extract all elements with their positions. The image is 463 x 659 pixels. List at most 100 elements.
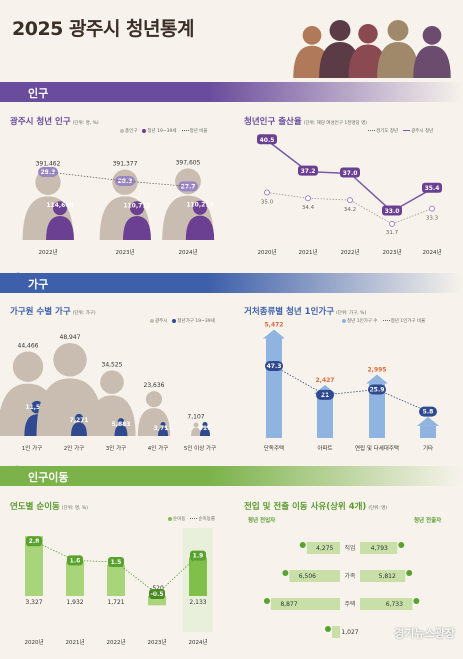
reason-in-runner-icon xyxy=(263,598,270,604)
birth-gyeonggi-point xyxy=(305,195,311,202)
chart5-legend: 순이동 순이동률 xyxy=(168,516,215,522)
hh-total-label: 23,636 xyxy=(144,382,165,389)
migration-bar xyxy=(107,565,125,596)
hh-total-label: 7,107 xyxy=(187,413,204,420)
pop-youth-label: 114,663 xyxy=(46,202,73,209)
house-count-label: 5,472 xyxy=(265,322,284,329)
reason-out-runner-icon xyxy=(398,542,405,548)
hh-youth-figure-head xyxy=(202,422,208,428)
hh-youth-figure xyxy=(199,422,211,436)
header-person-3-head xyxy=(358,24,378,44)
house-ratio-label: 25.9 xyxy=(370,387,385,394)
pop-youth-figure xyxy=(123,201,151,240)
hh-youth-label: 11,563 xyxy=(25,404,48,411)
reason-out-label: 6,733 xyxy=(386,601,403,608)
section-bar-population xyxy=(0,82,463,102)
house-ratio-pill xyxy=(316,389,334,400)
hh-total-figure-head xyxy=(53,343,87,377)
reason-in-label: 8,877 xyxy=(280,601,297,608)
migration-bar xyxy=(189,557,207,596)
pop-ratio-pill xyxy=(178,181,198,192)
header-person-4-body xyxy=(377,42,419,78)
hh-total-label: 44,466 xyxy=(18,343,39,350)
pop-youth-figure xyxy=(185,200,215,240)
birth-gyeonggi-label: 34.2 xyxy=(344,207,356,213)
chart1-title: 광주시 청년 인구 (단위: 명, %) xyxy=(10,117,99,127)
pop-youth-figure xyxy=(46,201,74,240)
header-person-5 xyxy=(413,26,451,78)
chart6-col-left: 청년 전입자 xyxy=(248,518,276,524)
reason-in-label: 6,506 xyxy=(299,573,316,580)
hh-youth-figure xyxy=(157,422,169,436)
migration-rate-label: 1.9 xyxy=(193,553,204,560)
reason-category-label: 직업 xyxy=(344,544,355,552)
hh-youth-label: 911 xyxy=(199,425,212,432)
house-ratio-pill xyxy=(368,384,386,395)
hh-total-figure xyxy=(36,343,104,436)
pop-year-label: 2024년 xyxy=(178,248,197,256)
hh-youth-figure-body xyxy=(71,422,87,436)
pop-youth-label: 110,219 xyxy=(186,202,213,209)
birth-gyeonggi-label: 34.4 xyxy=(302,205,315,211)
birth-year-label: 2023년 xyxy=(382,248,401,256)
migration-rate-label: 1.5 xyxy=(111,559,122,566)
hh-youth-figure xyxy=(114,418,128,436)
house-category-label: 단독주택 xyxy=(264,444,284,452)
chart5-title: 연도별 순이동 (단위: 명, %) xyxy=(10,502,88,512)
hh-youth-figure-head xyxy=(117,418,125,425)
chart6-col-right: 청년 전출자 xyxy=(414,518,442,524)
migration-year-label: 2021년 xyxy=(65,638,84,646)
hh-youth-figure xyxy=(71,413,87,436)
house-category-label: 아파트 xyxy=(317,444,332,452)
header-person-4 xyxy=(377,20,419,78)
hh-category-label: 2인 가구 xyxy=(64,444,84,452)
birth-gyeonggi-label: 31.7 xyxy=(386,230,399,236)
pop-youth-figure-body xyxy=(46,215,74,240)
reason-in-label: 1,027 xyxy=(341,629,358,636)
birth-gwangju-label: 37.0 xyxy=(343,170,358,177)
chart3-legend: 광주시 청년가구 19~39세 xyxy=(150,318,215,324)
birth-year-label: 2022년 xyxy=(340,248,359,256)
hh-youth-figure-head xyxy=(160,422,166,428)
house-bar xyxy=(266,338,282,438)
section-number-migration: 3 xyxy=(10,462,24,486)
migration-year-label: 2022년 xyxy=(106,638,125,646)
migration-rate-label: 2.8 xyxy=(29,538,40,545)
header-person-4-head xyxy=(387,20,409,41)
pop-year-label: 2023년 xyxy=(115,248,134,256)
house-roof xyxy=(366,374,388,384)
pop-ratio-label: 29.3 xyxy=(41,169,56,176)
chart1-legend: 총인구 청년 19~39세 청년 비율 xyxy=(120,128,208,134)
hh-category-label: 1인 가구 xyxy=(22,444,42,452)
pop-youth-figure-body xyxy=(123,215,151,240)
reason-in-runner-icon xyxy=(282,570,289,576)
pop-total-label: 391,462 xyxy=(36,161,61,168)
pop-ratio-label: 27.7 xyxy=(181,183,196,190)
reason-out-bar xyxy=(360,542,398,554)
migration-rate-pill xyxy=(108,557,124,567)
header-person-5-head xyxy=(422,26,442,45)
chart3-title: 가구원 수별 가구 (단위: 가구) xyxy=(10,307,96,317)
birth-gyeonggi-point xyxy=(264,189,270,196)
hh-total-figure-head xyxy=(12,351,44,382)
hh-youth-figure-head xyxy=(75,413,83,422)
hh-total-figure-head xyxy=(100,370,124,395)
section-bar-household xyxy=(0,273,463,293)
reason-out-label: 4,793 xyxy=(371,545,388,552)
reason-out-runner-icon xyxy=(413,598,420,604)
migration-value-label: 2,133 xyxy=(189,599,206,606)
pop-youth-figure-head xyxy=(130,201,144,216)
reason-out-bar xyxy=(360,598,413,610)
section-label-population: 인구 xyxy=(28,87,49,100)
house-ratio-label: 5.8 xyxy=(423,409,434,416)
hh-category-label: 3인 가구 xyxy=(106,444,126,452)
house-category-label: 기타 xyxy=(423,444,433,452)
chart4-legend: 청년 1인가구 수 청년 1인가구 비율 xyxy=(342,318,425,324)
birth-gyeonggi-label: 33.3 xyxy=(426,216,439,222)
house-roof xyxy=(263,329,285,339)
birth-gwangju-label: 35.4 xyxy=(425,185,440,192)
pop-year-label: 2022년 xyxy=(38,248,57,256)
hh-youth-label: 5,883 xyxy=(112,421,131,428)
birth-year-label: 2021년 xyxy=(298,248,317,256)
migration-value-label: 1,721 xyxy=(107,599,124,606)
